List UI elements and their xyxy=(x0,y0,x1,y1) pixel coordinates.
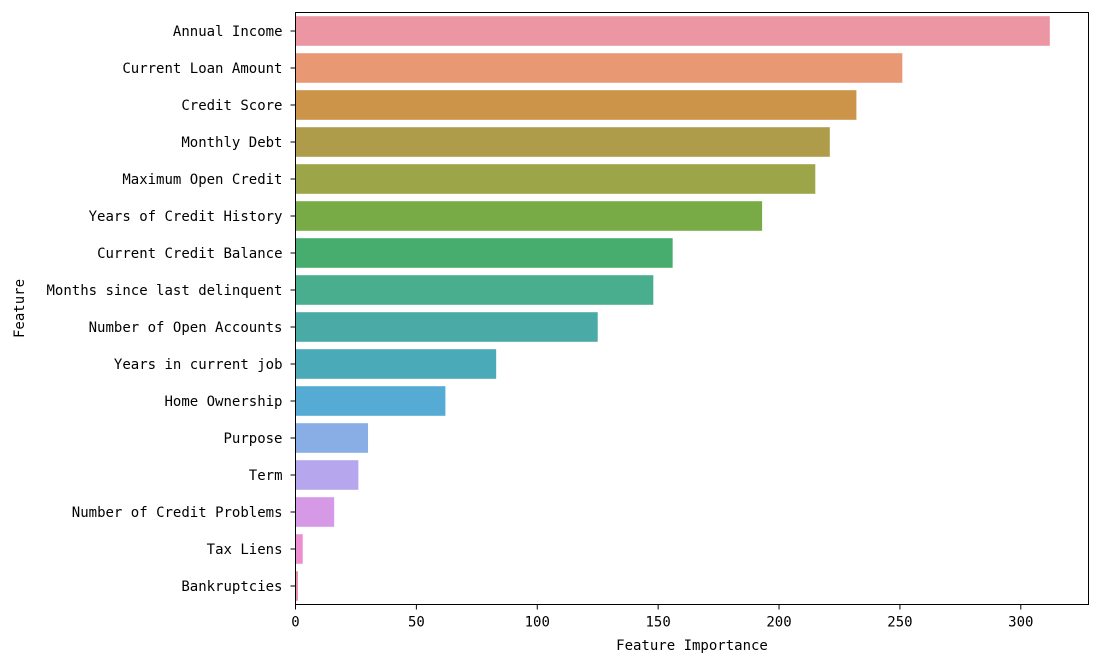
y-tick-label: Term xyxy=(249,468,283,484)
y-tick-label: Monthly Debt xyxy=(181,135,282,151)
y-tick-label: Annual Income xyxy=(173,24,283,40)
bar-months-since-last-delinquent xyxy=(295,275,654,305)
x-tick-label: 150 xyxy=(646,615,671,631)
y-tick-label: Number of Credit Problems xyxy=(72,505,283,521)
bar-current-loan-amount xyxy=(295,53,903,83)
x-tick-label: 50 xyxy=(408,615,425,631)
bar-purpose xyxy=(295,423,369,453)
y-tick-label: Current Credit Balance xyxy=(97,246,282,262)
bar-monthly-debt xyxy=(295,127,830,157)
bar-maximum-open-credit xyxy=(295,164,816,194)
x-axis-label: Feature Importance xyxy=(616,638,768,654)
bar-annual-income xyxy=(295,16,1050,46)
bar-term xyxy=(295,460,359,490)
bar-number-of-credit-problems xyxy=(295,497,335,527)
y-tick-label: Maximum Open Credit xyxy=(122,172,282,188)
y-tick-label: Current Loan Amount xyxy=(122,61,282,77)
bar-tax-liens xyxy=(295,534,303,564)
y-tick-label: Home Ownership xyxy=(164,394,282,410)
bar-home-ownership xyxy=(295,386,446,416)
x-tick-label: 200 xyxy=(766,615,791,631)
bars-group xyxy=(295,16,1050,601)
bar-years-in-current-job xyxy=(295,349,497,379)
bar-credit-score xyxy=(295,90,857,120)
y-tick-label: Credit Score xyxy=(181,98,282,114)
y-tick-labels: Annual Income Current Loan Amount Credit S… xyxy=(46,24,296,595)
y-axis-label: Feature xyxy=(12,279,28,338)
y-tick-label: Months since last delinquent xyxy=(46,283,282,299)
bar-bankruptcies xyxy=(295,571,298,601)
x-ticks: 0 50 100 150 200 250 300 xyxy=(291,604,1033,631)
y-tick-label: Number of Open Accounts xyxy=(89,320,283,336)
bar-years-of-credit-history xyxy=(295,201,763,231)
bar-current-credit-balance xyxy=(295,238,673,268)
plot-frame xyxy=(295,12,1089,605)
y-tick-label: Tax Liens xyxy=(207,542,283,558)
x-tick-label: 300 xyxy=(1008,615,1033,631)
x-tick-label: 100 xyxy=(525,615,550,631)
x-tick-label: 250 xyxy=(887,615,912,631)
y-tick-label: Years in current job xyxy=(114,357,283,373)
x-tick-label: 0 xyxy=(291,615,299,631)
y-tick-label: Purpose xyxy=(223,431,282,447)
bar-number-of-open-accounts xyxy=(295,312,598,342)
y-tick-label: Bankruptcies xyxy=(181,579,282,595)
y-tick-label: Years of Credit History xyxy=(89,209,283,225)
